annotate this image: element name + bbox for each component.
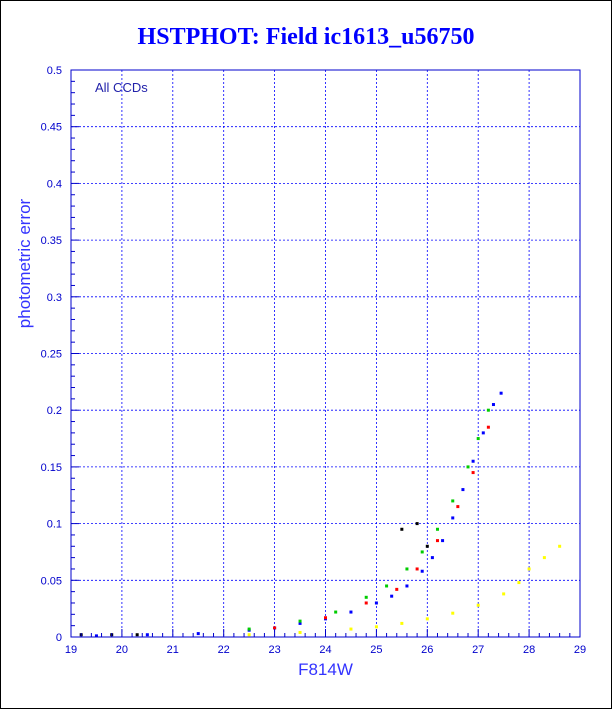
x-tick-label: 29 <box>574 644 586 656</box>
x-tick-label: 23 <box>268 644 280 656</box>
data-point <box>476 603 480 607</box>
data-point <box>425 617 429 621</box>
x-tick-label: 28 <box>523 644 535 656</box>
y-tick-label: 0.35 <box>41 235 62 247</box>
data-point <box>420 550 424 554</box>
y-tick-label: 0.2 <box>47 405 62 417</box>
data-point <box>451 499 455 503</box>
data-point <box>196 632 200 636</box>
data-points <box>79 391 562 638</box>
data-point <box>527 567 531 571</box>
data-point <box>405 584 409 588</box>
data-point <box>430 556 434 560</box>
data-point <box>471 471 475 475</box>
data-point <box>481 431 485 435</box>
y-tick-label: 0.45 <box>41 122 62 134</box>
data-point <box>247 633 251 637</box>
data-point <box>324 616 327 620</box>
data-point <box>273 626 277 630</box>
data-point <box>400 621 404 625</box>
x-tick-label: 20 <box>116 644 128 656</box>
y-tick-label: 0.4 <box>47 178 62 190</box>
data-point <box>94 634 98 638</box>
data-point <box>502 592 506 596</box>
data-point <box>374 601 378 605</box>
data-point <box>374 625 378 629</box>
data-point <box>395 587 399 591</box>
data-point <box>499 391 503 395</box>
data-point <box>491 403 495 407</box>
data-point <box>364 601 368 605</box>
data-point <box>385 584 389 588</box>
data-point <box>441 539 445 543</box>
data-point <box>517 581 521 585</box>
data-point <box>486 408 490 412</box>
data-point <box>298 630 302 634</box>
data-point <box>476 437 480 441</box>
data-point <box>405 567 409 571</box>
data-point <box>486 425 490 429</box>
data-point <box>298 619 302 623</box>
data-point <box>451 516 455 520</box>
x-tick-label: 26 <box>421 644 433 656</box>
data-point <box>435 539 439 543</box>
data-point <box>135 633 139 637</box>
data-point <box>461 488 465 492</box>
ccd-annotation: All CCDs <box>95 80 148 95</box>
y-tick-label: 0.1 <box>47 519 62 531</box>
data-point <box>390 594 394 598</box>
x-tick-label: 19 <box>65 644 77 656</box>
data-point <box>145 633 149 637</box>
data-point <box>451 611 455 615</box>
y-tick-label: 0.3 <box>47 292 62 304</box>
x-axis-label: F814W <box>298 660 353 679</box>
data-point <box>466 465 470 469</box>
data-point <box>558 544 562 548</box>
y-tick-label: 0 <box>56 632 62 644</box>
data-point <box>415 567 419 571</box>
data-point <box>334 610 338 614</box>
y-tick-label: 0.5 <box>47 65 62 77</box>
grid-lines <box>71 70 580 637</box>
x-tick-label: 21 <box>167 644 179 656</box>
data-point <box>471 459 475 463</box>
x-tick-label: 25 <box>370 644 382 656</box>
y-axis-ticks: 0 0.05 0.1 0.15 0.2 0.25 0.3 0.35 0.4 0.45 0.5 <box>41 65 79 644</box>
data-point <box>247 627 251 631</box>
data-point <box>400 527 404 531</box>
data-point <box>420 569 424 573</box>
data-point <box>415 522 419 526</box>
data-point <box>435 527 439 531</box>
data-point <box>349 627 353 631</box>
x-tick-label: 27 <box>472 644 484 656</box>
data-point <box>349 610 353 614</box>
x-tick-label: 24 <box>319 644 331 656</box>
data-point <box>456 505 460 509</box>
chart-title: HSTPHOT: Field ic1613_u56750 <box>137 24 475 50</box>
y-tick-label: 0.05 <box>41 575 62 587</box>
x-axis-ticks: 19 20 21 22 23 24 25 26 27 28 29 <box>65 629 586 656</box>
y-tick-label: 0.15 <box>41 462 62 474</box>
data-point <box>542 556 546 560</box>
data-point <box>298 621 302 625</box>
x-tick-label: 22 <box>218 644 230 656</box>
y-tick-label: 0.25 <box>41 349 62 361</box>
data-point <box>364 595 368 599</box>
y-axis-label: photometric error <box>15 198 34 328</box>
data-point <box>425 544 429 548</box>
